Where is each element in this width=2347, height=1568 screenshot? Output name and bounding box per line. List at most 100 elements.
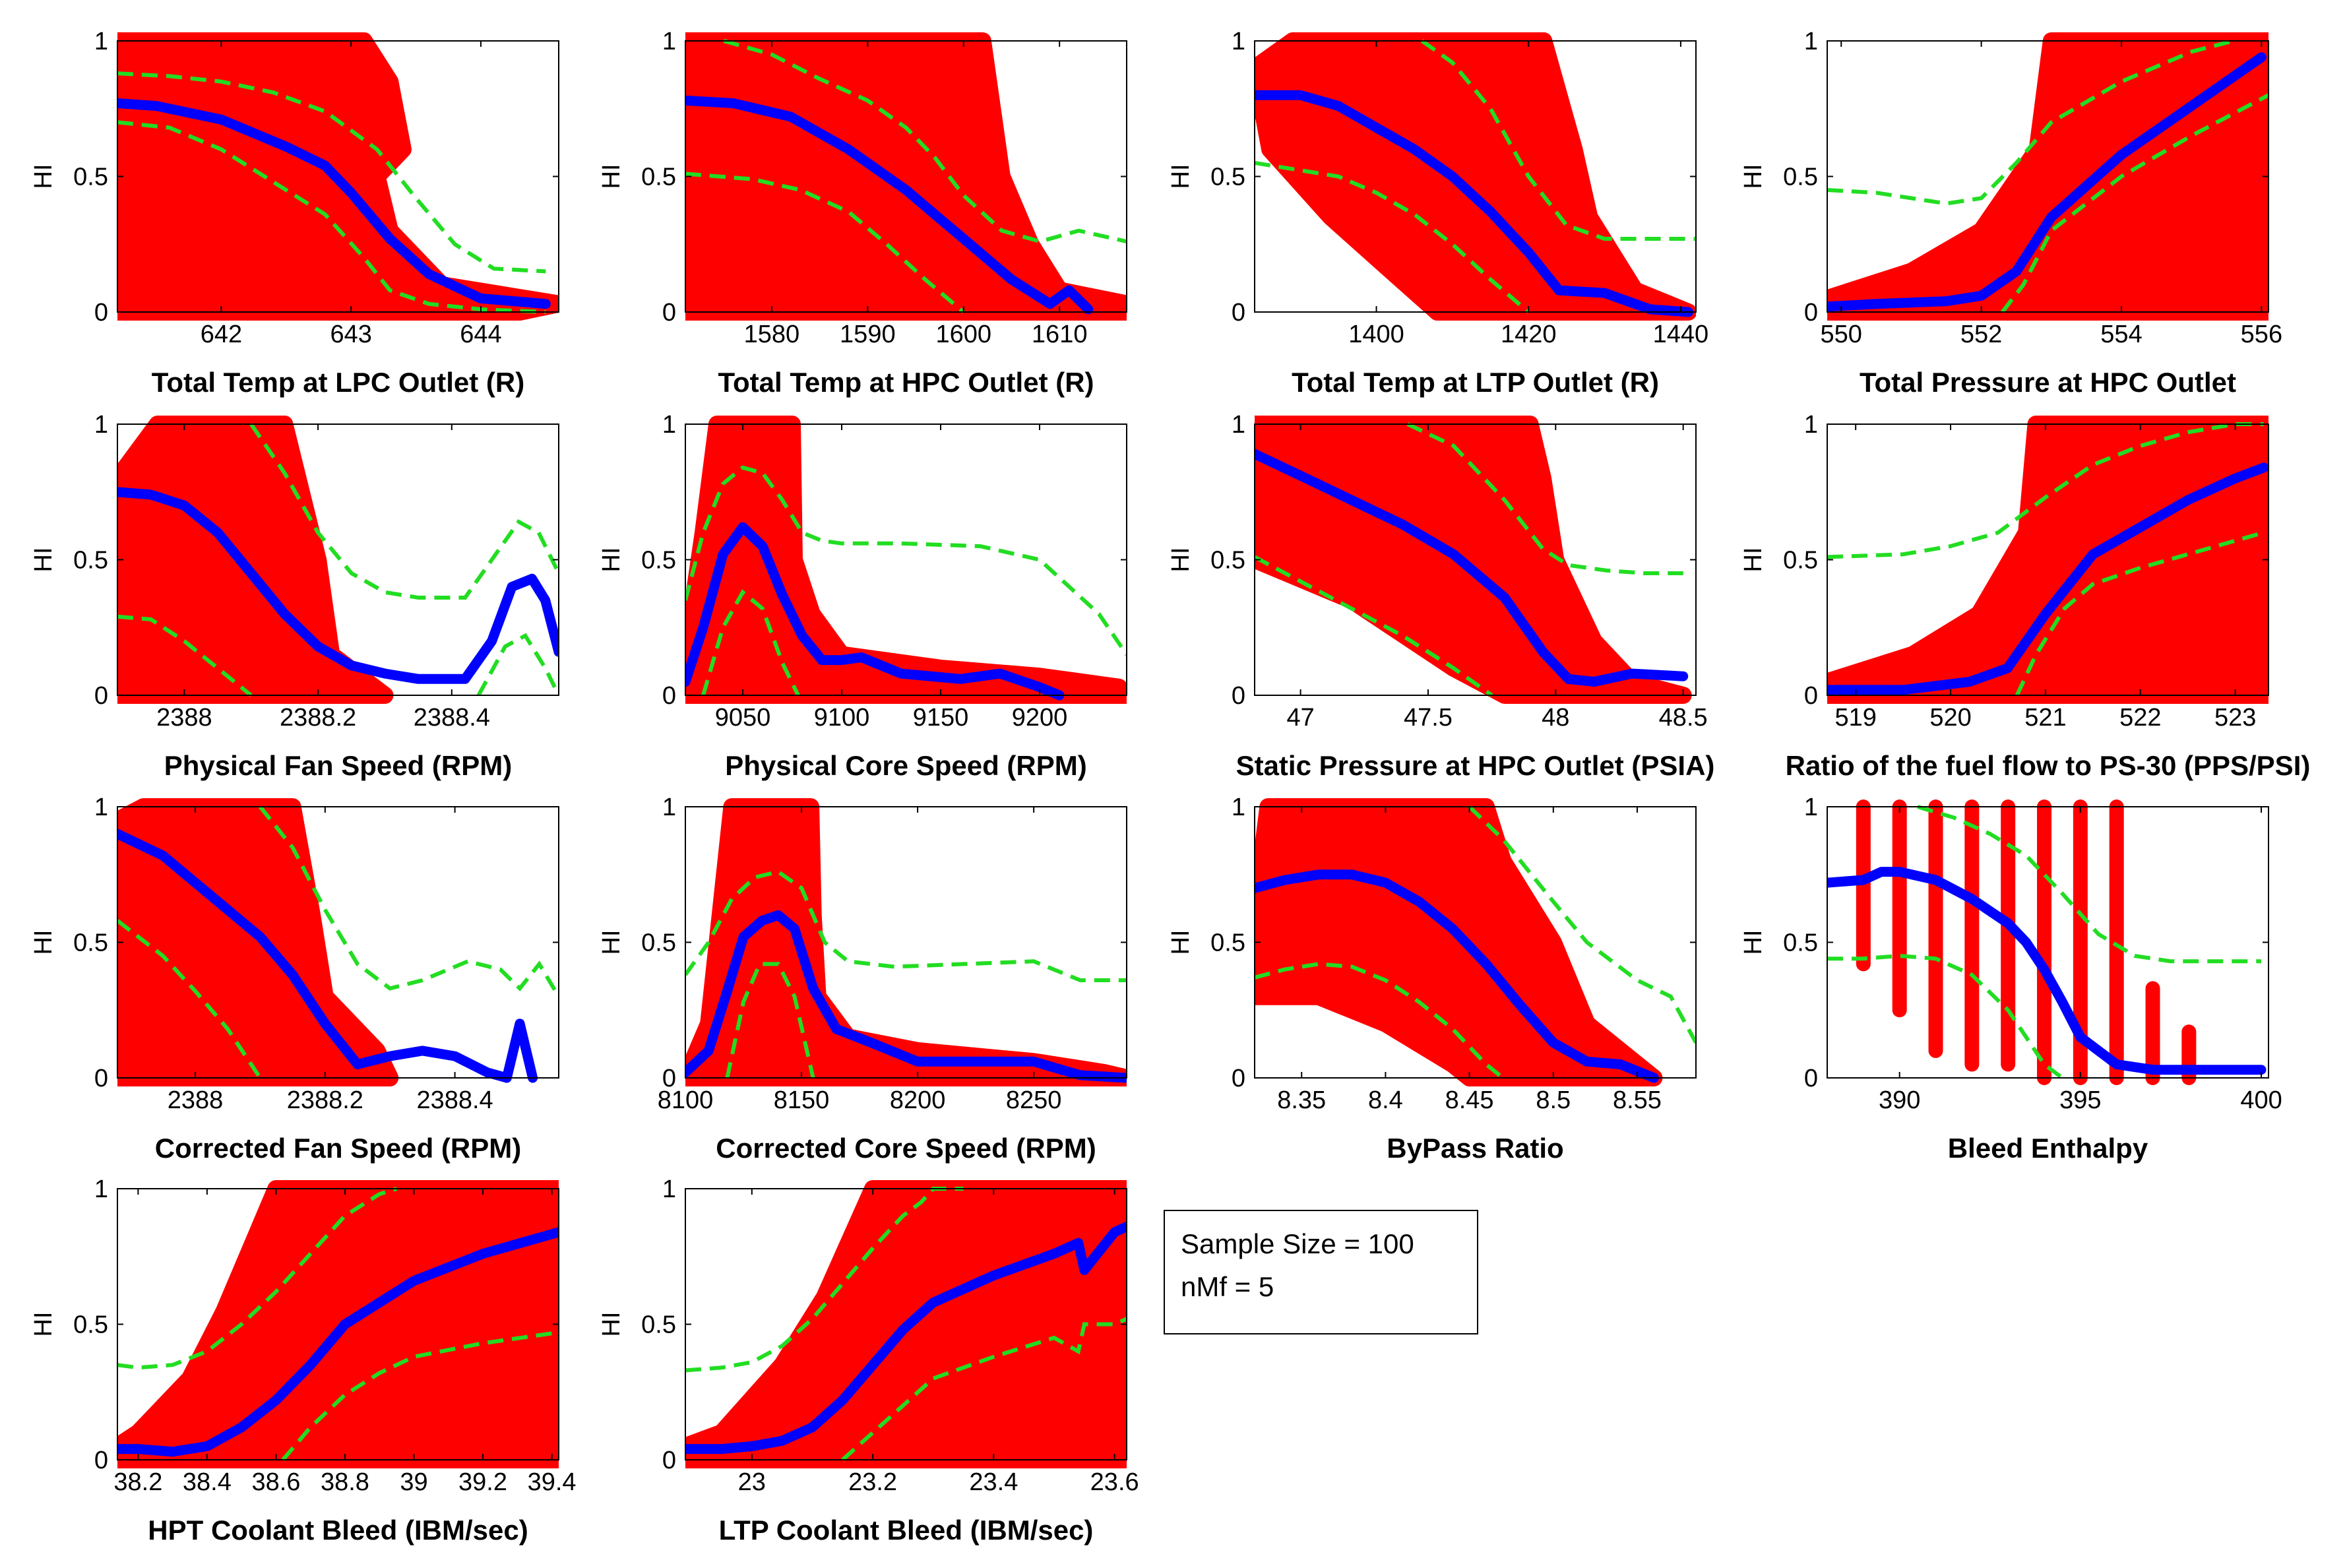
- subplot-12: 390 395 400 0 0.5 1 HI Bleed Enthalpy: [1739, 794, 2282, 1164]
- x-tick-label: 554: [2100, 321, 2142, 348]
- series-band-line: [117, 614, 253, 697]
- y-tick-label: 0.5: [73, 164, 108, 191]
- plot-area: [685, 32, 1127, 321]
- series-band-line: [1255, 160, 1530, 314]
- series-mean-line: [685, 1222, 1127, 1455]
- x-tick-label: 39.2: [458, 1468, 507, 1496]
- series-band-line: [1827, 39, 2234, 206]
- x-axis-label: Ratio of the fuel flow to PS-30 (PPS/PSI…: [1786, 750, 2311, 781]
- y-tick-label: 0.5: [73, 929, 108, 957]
- plot-area: [1827, 32, 2269, 321]
- series-mean-line: [117, 1227, 559, 1457]
- y-axis-label: HI: [598, 930, 625, 955]
- subplot-13: 38.2 38.4 38.6 38.8 39 39.2 39.4 0 0.5 1 HI HPT Coo…: [30, 1176, 577, 1546]
- x-tick-label: 550: [1821, 321, 1862, 348]
- x-tick-label: 8.35: [1277, 1086, 1326, 1114]
- series-band-line: [701, 589, 800, 697]
- plot-area: [1255, 416, 1692, 704]
- y-axis-label: HI: [598, 164, 625, 189]
- y-axis-label: HI: [1167, 164, 1195, 189]
- series-band-line: [685, 172, 965, 314]
- x-tick-label: 8100: [658, 1086, 714, 1114]
- x-tick-label: 9150: [913, 704, 969, 732]
- series-mean-line: [1827, 867, 2267, 1075]
- scatter-cloud: [685, 32, 1127, 321]
- x-axis-label: ByPass Ratio: [1387, 1133, 1563, 1164]
- scatter-cloud: [685, 416, 1127, 704]
- x-tick-label: 8.4: [1368, 1086, 1403, 1114]
- x-tick-label: 1440: [1653, 321, 1709, 348]
- y-tick-label: 1: [94, 411, 108, 439]
- series-band-line: [841, 1317, 1127, 1462]
- x-tick-label: 556: [2241, 321, 2282, 348]
- x-tick-label: 8250: [1006, 1086, 1062, 1114]
- x-axis-label: LTP Coolant Bleed (IBM/sec): [719, 1515, 1094, 1546]
- subplot-grid: 642 643 644 0 0.5 1 HI Total Temp at LPC Outlet…: [30, 28, 2310, 1546]
- series-band-line: [281, 1330, 559, 1461]
- series-band-line: [685, 1187, 964, 1373]
- x-axis-label: Corrected Fan Speed (RPM): [155, 1133, 521, 1164]
- series-band-line: [725, 962, 815, 1079]
- x-tick-label: 644: [460, 321, 501, 348]
- plot-area: [117, 416, 559, 704]
- y-tick-label: 0.5: [1210, 929, 1245, 957]
- series-band-line: [259, 805, 559, 998]
- y-tick-label: 1: [1232, 794, 1245, 821]
- x-axis-label: Total Temp at HPC Outlet (R): [718, 367, 1094, 398]
- x-tick-label: 8200: [890, 1086, 946, 1114]
- x-tick-label: 48.5: [1659, 704, 1708, 732]
- y-tick-label: 1: [662, 28, 676, 55]
- y-tick-label: 1: [1804, 28, 1818, 55]
- scatter-cloud: [685, 798, 1127, 1086]
- series-mean-line: [1827, 462, 2269, 695]
- x-tick-label: 1590: [840, 321, 896, 348]
- y-tick-label: 1: [94, 28, 108, 55]
- y-axis-label: HI: [598, 1312, 625, 1337]
- series-band-line: [117, 120, 546, 314]
- y-tick-label: 1: [1804, 794, 1818, 821]
- y-axis-label: HI: [1167, 548, 1195, 573]
- y-axis-label: HI: [30, 930, 57, 955]
- series-mean-line: [1255, 449, 1689, 687]
- series-mean-line: [1255, 90, 1693, 317]
- plot-area: [1827, 416, 2269, 704]
- x-tick-label: 8.5: [1536, 1086, 1571, 1114]
- series-band-line: [2001, 93, 2269, 313]
- annotation-sample-size: Sample Size = 100: [1181, 1228, 1414, 1259]
- x-tick-label: 2388.2: [287, 1086, 363, 1114]
- y-tick-label: 0: [1804, 682, 1818, 710]
- series-band-line: [1406, 422, 1683, 575]
- x-tick-label: 2388: [156, 704, 212, 732]
- x-tick-label: 47.5: [1404, 704, 1453, 732]
- y-axis-label: HI: [30, 1312, 57, 1337]
- plot-area: [117, 32, 559, 321]
- y-axis-label: HI: [1739, 548, 1767, 573]
- y-tick-label: 0.5: [641, 929, 676, 957]
- y-tick-label: 0.5: [73, 1311, 108, 1339]
- x-tick-label: 395: [2059, 1086, 2101, 1114]
- x-axis-label: Bleed Enthalpy: [1948, 1133, 2148, 1164]
- x-tick-label: 38.8: [321, 1468, 369, 1496]
- series-band-line: [1827, 422, 2264, 559]
- x-tick-label: 9050: [715, 704, 771, 732]
- x-tick-label: 521: [2024, 704, 2066, 732]
- series-mean-line: [1827, 52, 2267, 312]
- plot-area: [1255, 798, 1696, 1086]
- scatter-cloud: [117, 416, 394, 704]
- subplot-10: 8100 8150 8200 8250 0 0.5 1 HI Corrected Core Sp…: [598, 794, 1127, 1164]
- y-axis-label: HI: [598, 548, 625, 573]
- y-tick-label: 0.5: [641, 164, 676, 191]
- series-band-line: [1917, 805, 2261, 964]
- series-band-line: [1468, 805, 1696, 1044]
- scatter-cloud: [1255, 416, 1692, 704]
- x-tick-label: 2388.4: [414, 704, 490, 732]
- plot-area: [1827, 800, 2267, 1085]
- y-tick-label: 0: [1804, 299, 1818, 327]
- scatter-cloud: [117, 1180, 559, 1468]
- plot-area: [685, 416, 1127, 704]
- y-tick-label: 0.5: [1210, 164, 1245, 191]
- x-tick-label: 390: [1879, 1086, 1920, 1114]
- x-tick-label: 23.4: [969, 1468, 1018, 1496]
- y-tick-label: 1: [662, 794, 676, 821]
